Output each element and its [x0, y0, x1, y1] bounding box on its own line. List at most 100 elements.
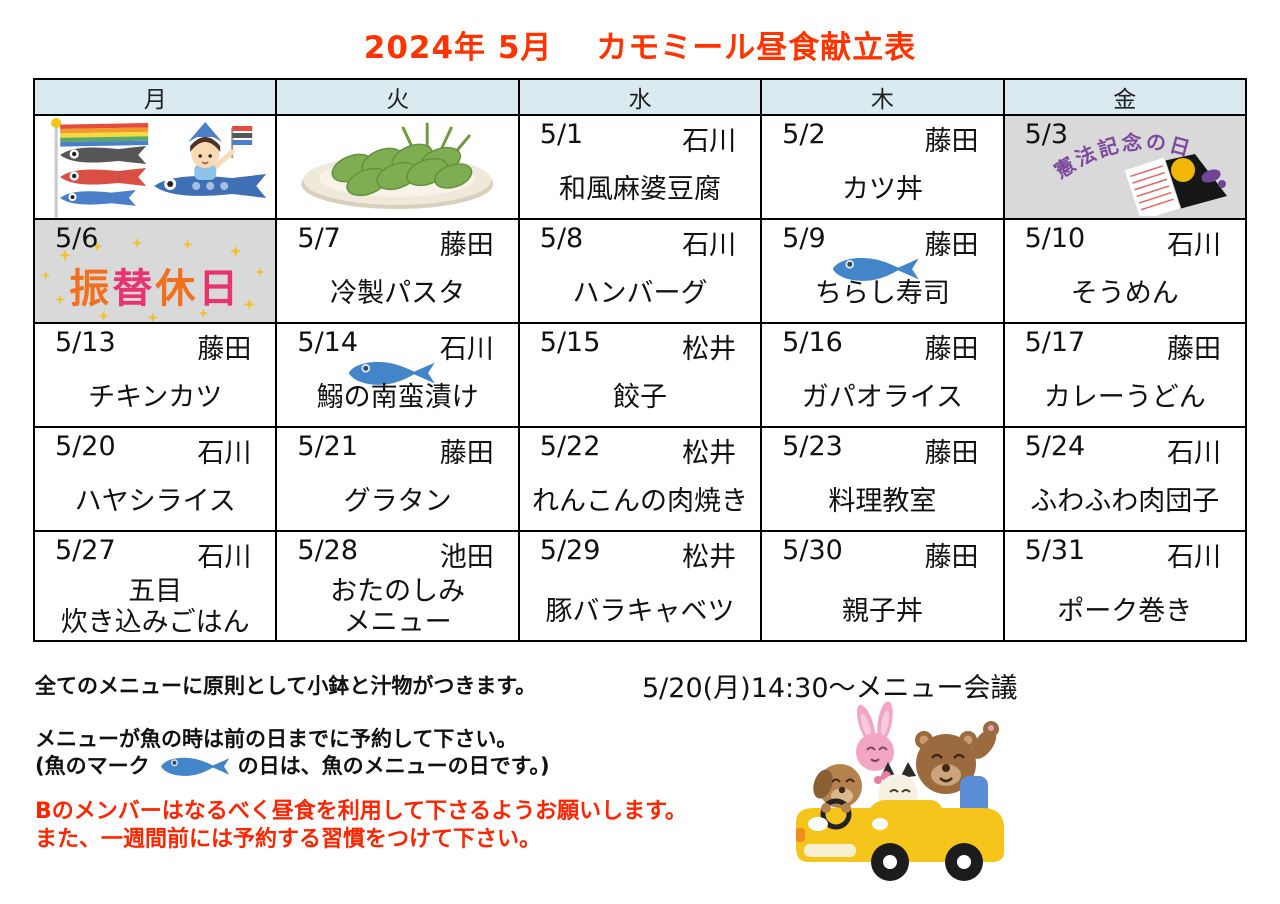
cell-date: 5/28: [297, 535, 359, 566]
cell-staff: 石川: [197, 542, 252, 573]
menu-calendar-table: 月 火 水 木 金: [32, 78, 1248, 642]
cell-menu: ガパオライス: [801, 382, 963, 413]
cell-5-23: 5/23 藤田 料理教室: [760, 426, 1005, 532]
cell-date: 5/3: [1024, 119, 1069, 150]
cell-menu: 鰯の南蛮漬け: [316, 382, 479, 413]
cell-menu: れんこんの肉焼き: [531, 486, 748, 517]
cell-staff: 松井: [682, 542, 737, 573]
cell-date: 5/17: [1024, 327, 1086, 358]
cell-staff: 藤田: [1167, 334, 1221, 365]
cell-5-20: 5/20 石川 ハヤシライス: [32, 426, 278, 532]
cell-date: 5/2: [782, 119, 826, 150]
cell-menu: 五目 炊き込みごはん: [60, 575, 250, 638]
cell-date: 5/7: [297, 223, 341, 254]
week-row-3: 5/13 藤田 チキンカツ 5/14 石川 鰯の南蛮漬け 5/15 松井 餃子 …: [32, 322, 1248, 428]
cell-staff: 藤田: [924, 542, 979, 573]
cell-menu: そうめん: [1070, 278, 1179, 309]
page-title: 2024年 5月 カモミール昼食献立表: [363, 30, 917, 66]
cell-staff: 松井: [682, 438, 737, 469]
cell-date: 5/20: [55, 431, 116, 462]
cell-date: 5/15: [539, 327, 601, 358]
cell-5-28: 5/28 池田 おたのしみ メニュー: [275, 530, 520, 642]
cell-date: 5/31: [1024, 535, 1086, 566]
cell-koinobori: [32, 114, 278, 220]
cell-5-21: 5/21 藤田 グラタン: [275, 426, 520, 532]
cell-date: 5/9: [782, 223, 826, 254]
cell-staff: 藤田: [924, 438, 979, 469]
cell-5-22: 5/22 松井 れんこんの肉焼き: [517, 426, 763, 532]
cell-staff: 石川: [1167, 542, 1221, 573]
cell-date: 5/10: [1024, 223, 1086, 254]
cell-menu: 豚バラキャベツ: [545, 596, 735, 627]
cell-staff: 藤田: [924, 334, 979, 365]
weekday-wed: 水: [517, 78, 763, 116]
fish-icon: [156, 753, 232, 780]
weekday-mon: 月: [32, 78, 278, 116]
cell-menu: 親子丼: [841, 596, 923, 627]
cell-date: 5/23: [782, 431, 843, 462]
cell-staff: 石川: [439, 334, 494, 365]
cell-date: 5/24: [1024, 431, 1086, 462]
cell-date: 5/21: [297, 431, 359, 462]
weekday-thu: 木: [760, 78, 1005, 116]
cell-date: 5/27: [55, 535, 116, 566]
substitute-holiday-label: 振替休日: [69, 266, 242, 312]
weekday-header-row: 月 火 水 木 金: [32, 78, 1248, 116]
cell-menu: ちらし寿司: [814, 278, 950, 309]
cell-menu: ポーク巻き: [1057, 596, 1193, 627]
cell-menu: カツ丼: [841, 174, 923, 205]
cell-5-27: 5/27 石川 五目 炊き込みごはん: [32, 530, 278, 642]
cell-menu: 冷製パスタ: [330, 278, 466, 309]
cell-date: 5/1: [539, 119, 584, 150]
cell-5-30: 5/30 藤田 親子丼: [760, 530, 1005, 642]
cell-date: 5/13: [55, 327, 116, 358]
cell-menu: ふわふわ肉団子: [1030, 486, 1220, 517]
koinobori-illustration: [51, 118, 267, 218]
cell-staff: 池田: [439, 542, 494, 573]
cell-date: 5/30: [782, 535, 843, 566]
cell-5-14: 5/14 石川 鰯の南蛮漬け: [275, 322, 520, 428]
cell-staff: 藤田: [197, 334, 252, 365]
cell-menu: ハンバーグ: [572, 278, 708, 309]
note-fish-mark-line: (魚のマーク の日は、魚のメニューの日です。): [35, 753, 550, 780]
note-all-menu: 全てのメニューに原則として小鉢と汁物がつきます。: [35, 674, 537, 698]
cell-staff: 石川: [682, 126, 737, 157]
cell-5-1: 5/1 石川 和風麻婆豆腐: [517, 114, 763, 220]
cell-date: 5/14: [297, 327, 359, 358]
weekday-tue: 火: [275, 78, 520, 116]
cell-5-9: 5/9 藤田 ちらし寿司: [760, 218, 1005, 324]
cell-5-3: 5/3: [1002, 114, 1248, 220]
constitution-day-illustration: 憲法記念の日: [1050, 130, 1227, 216]
cell-menu: おたのしみ メニュー: [330, 575, 466, 638]
cell-menu: 和風麻婆豆腐: [558, 174, 721, 205]
cell-menu: グラタン: [343, 486, 452, 517]
cell-5-8: 5/8 石川 ハンバーグ: [517, 218, 763, 324]
cell-5-13: 5/13 藤田 チキンカツ: [32, 322, 278, 428]
cell-kashiwa-mochi: [275, 114, 520, 220]
cell-5-6: 5/6 振替休日: [32, 218, 278, 324]
cell-staff: 藤田: [924, 230, 979, 261]
weekday-fri: 金: [1002, 78, 1248, 116]
cell-staff: 石川: [1167, 438, 1221, 469]
cell-5-10: 5/10 石川 そうめん: [1002, 218, 1248, 324]
cell-menu: 餃子: [612, 382, 667, 413]
cell-5-2: 5/2 藤田 カツ丼: [760, 114, 1005, 220]
cell-5-24: 5/24 石川 ふわふわ肉団子: [1002, 426, 1248, 532]
cell-menu: カレーうどん: [1043, 382, 1206, 413]
cell-menu: 料理教室: [828, 486, 937, 517]
week-row-5: 5/27 石川 五目 炊き込みごはん 5/28 池田 おたのしみ メニュー 5/…: [32, 530, 1248, 642]
cell-5-7: 5/7 藤田 冷製パスタ: [275, 218, 520, 324]
week-row-4: 5/20 石川 ハヤシライス 5/21 藤田 グラタン 5/22 松井 れんこん…: [32, 426, 1248, 532]
cell-staff: 石川: [1167, 230, 1221, 261]
cell-5-29: 5/29 松井 豚バラキャベツ: [517, 530, 763, 642]
cell-staff: 石川: [197, 438, 252, 469]
cell-5-31: 5/31 石川 ポーク巻き: [1002, 530, 1248, 642]
cell-date: 5/29: [539, 535, 601, 566]
cell-date: 5/22: [539, 431, 601, 462]
cell-5-17: 5/17 藤田 カレーうどん: [1002, 322, 1248, 428]
cell-staff: 藤田: [439, 438, 494, 469]
cell-date: 5/6: [55, 223, 99, 254]
note-fish-reserve-line: メニューが魚の時は前の日までに予約して下さい。: [35, 727, 518, 751]
week-row-2: 5/6 振替休日 5/7: [32, 218, 1248, 324]
cell-staff: 松井: [682, 334, 737, 365]
